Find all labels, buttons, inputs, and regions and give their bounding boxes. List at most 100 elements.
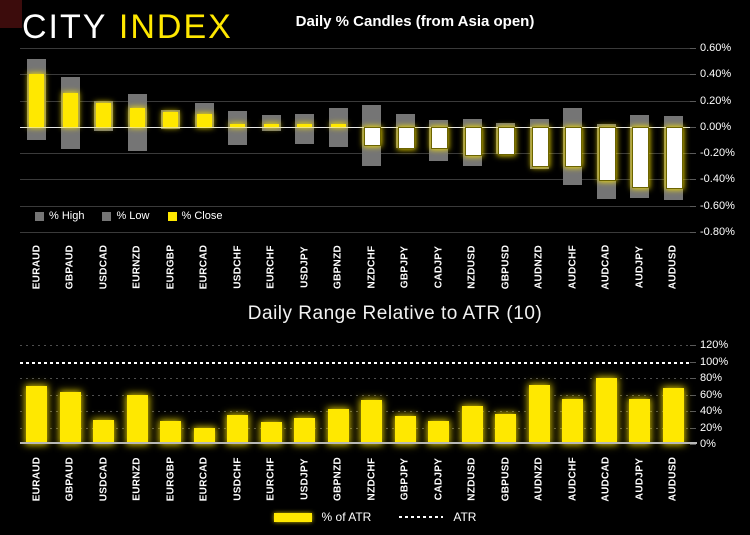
y-tick-label: 120% (700, 339, 729, 351)
y-tick-label: -0.20% (700, 147, 735, 160)
y-tick-label: -0.60% (700, 199, 735, 212)
x-label-slot: USDCAD (87, 236, 121, 298)
y-tick-mark (690, 74, 696, 76)
currency-pair-label: AUDUSD (667, 456, 679, 502)
currency-pair-label: GBPJPY (399, 245, 411, 289)
candle-close-bar (464, 126, 482, 157)
candle-chart-x-labels: EURAUD GBPAUD USDCAD EURNZD EURGBP EURCAD USDC… (20, 236, 690, 298)
candle-chart-legend: % High % Low % Close (35, 210, 222, 222)
currency-pair-label: AUDCAD (600, 456, 612, 502)
city-index-logo: CITY INDEX (22, 8, 233, 47)
legend-item-close: % Close (167, 210, 223, 222)
y-tick-mark (690, 378, 696, 379)
y-tick-mark (690, 153, 696, 155)
logo-index-text: INDEX (118, 8, 233, 46)
legend-low-label: % Low (116, 210, 150, 222)
currency-pair-label: AUDCAD (600, 244, 612, 290)
y-tick-mark (690, 345, 696, 346)
gridline (20, 205, 690, 207)
candle-range-bar (261, 115, 281, 131)
currency-pair-label: AUDNZD (533, 456, 545, 502)
x-label-slot: AUDCAD (590, 236, 624, 298)
gridline (20, 48, 690, 49)
x-label-slot: AUDNZD (523, 448, 557, 510)
x-label-slot: GBPJPY (389, 448, 423, 510)
currency-pair-label: NZDUSD (466, 245, 478, 289)
currency-pair-label: GBPNZD (332, 456, 344, 502)
zero-gridline (20, 126, 690, 128)
atr-percent-bar (193, 427, 215, 444)
y-tick-label: -0.80% (700, 226, 735, 238)
x-label-slot: EURCHF (255, 236, 289, 298)
x-label-slot: EURNZD (121, 236, 155, 298)
atr-percent-bar (629, 398, 651, 444)
currency-pair-label: EURAUD (31, 244, 43, 290)
corner-accent-block (0, 0, 22, 28)
legend-pct-atr-label: % of ATR (321, 510, 372, 524)
candle-chart-plot (20, 48, 690, 233)
currency-pair-label: AUDJPY (634, 245, 646, 289)
atr-percent-bar (662, 387, 684, 444)
atr-chart-legend: % of ATR ATR (0, 510, 750, 524)
gridline (20, 100, 690, 102)
currency-pair-label: EURCHF (265, 245, 277, 289)
atr-chart-plot (20, 338, 697, 444)
currency-pair-label: USDCAD (98, 456, 110, 502)
x-label-slot: AUDUSD (657, 236, 691, 298)
currency-pair-label: CADJPY (433, 245, 445, 289)
y-tick-mark (690, 100, 696, 102)
legend-item-high: % High (35, 210, 84, 222)
y-tick-label: 0.00% (700, 120, 732, 133)
legend-atr-label: ATR (453, 510, 477, 524)
candle-close-bar (29, 74, 45, 127)
atr-percent-bar (160, 420, 182, 444)
x-label-slot: AUDCHF (556, 448, 590, 510)
currency-pair-label: EURCAD (198, 456, 210, 502)
currency-pair-label: CADJPY (433, 457, 445, 501)
y-tick-label: 60% (700, 388, 723, 401)
y-tick-mark (690, 205, 696, 207)
gridline (20, 153, 690, 155)
candle-close-bar (397, 126, 415, 149)
atr-percent-bar (26, 386, 48, 444)
currency-pair-label: NZDUSD (466, 457, 478, 501)
y-tick-mark (690, 361, 696, 363)
currency-pair-label: GBPAUD (64, 456, 76, 502)
dotted-gridline (20, 378, 690, 379)
currency-pair-label: NZDCHF (366, 245, 378, 289)
candle-close-bar (598, 126, 616, 182)
candle-chart-y-axis: 0.60% 0.40% 0.20% 0.00% -0.20% -0.40% -0.60% -0… (690, 42, 750, 238)
y-tick-mark (690, 179, 696, 181)
x-label-slot: AUDNZD (523, 236, 557, 298)
x-label-slot: USDCAD (87, 448, 121, 510)
y-tick-label: 40% (700, 405, 723, 417)
candle-close-bar (531, 126, 549, 167)
currency-pair-label: AUDUSD (667, 244, 679, 290)
candle-close-bar (62, 92, 78, 127)
atr-percent-bar (227, 415, 249, 444)
currency-pair-label: AUDJPY (634, 457, 646, 501)
atr-chart-x-labels: EURAUD GBPAUD USDCAD EURNZD EURGBP EURCAD USDC… (20, 448, 690, 510)
candle-close-bar (431, 126, 449, 149)
legend-close-label: % Close (181, 210, 223, 222)
atr-chart-y-axis: 120% 100% 80% 60% 40% 20% 0% (690, 338, 750, 450)
x-label-slot: AUDUSD (657, 448, 691, 510)
gridline (20, 232, 690, 233)
atr-reference-line (20, 361, 690, 364)
currency-pair-label: EURCHF (265, 457, 277, 501)
candle-range-bar (295, 113, 315, 144)
x-label-slot: EURNZD (121, 448, 155, 510)
candle-close-bar (297, 124, 313, 127)
currency-pair-label: GBPUSD (500, 456, 512, 502)
y-tick-mark (690, 48, 696, 49)
currency-pair-label: EURNZD (131, 245, 143, 289)
x-label-slot: AUDCAD (590, 448, 624, 510)
currency-pair-label: EURGBP (165, 456, 177, 502)
x-label-slot: AUDJPY (623, 448, 657, 510)
x-label-slot: USDCHF (221, 448, 255, 510)
high-swatch-icon (35, 211, 44, 221)
x-label-slot: EURCAD (188, 236, 222, 298)
atr-percent-bar (327, 408, 349, 444)
y-tick-label: 0% (700, 438, 716, 450)
logo-city-text: CITY (22, 8, 108, 46)
